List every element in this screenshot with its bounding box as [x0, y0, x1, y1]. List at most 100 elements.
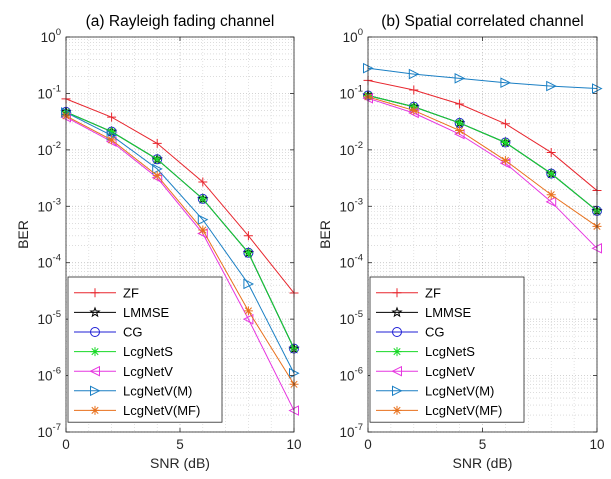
- legend: ZF LMMSE CG LcgNetS LcgNetV LcgNetV(M) LcgNetV…: [369, 276, 525, 423]
- marker-asterisk: [409, 105, 419, 115]
- marker-asterisk: [392, 347, 402, 357]
- marker-asterisk: [198, 194, 208, 204]
- y-tick-label: 10-3: [340, 196, 363, 214]
- marker-plus: [500, 119, 510, 129]
- series-line: [65, 116, 295, 411]
- legend-label: LcgNetV(MF): [425, 403, 502, 418]
- y-axis-label: BER: [15, 220, 31, 249]
- marker-asterisk: [500, 138, 510, 148]
- x-axis-label: SNR (dB): [453, 455, 513, 471]
- series-line: [367, 94, 598, 212]
- series-line: [367, 79, 598, 191]
- legend: ZF LMMSE CG LcgNetS LcgNetV LcgNetV(M) LcgNetV…: [67, 276, 223, 423]
- series-line: [65, 98, 295, 294]
- legend-label: LcgNetV: [425, 364, 475, 379]
- marker-asterisk: [455, 118, 465, 128]
- y-tick-label: 10-7: [38, 422, 61, 440]
- marker-triangle-right: [197, 214, 209, 225]
- marker-triangle-right: [392, 385, 403, 397]
- marker-triangle-left: [391, 365, 402, 377]
- marker-asterisk: [152, 171, 162, 181]
- marker-plus: [546, 147, 556, 157]
- panel-spatial-correlated: 0 5 10 100 10-1 10-2 10-3 10-4 10-5 10-6 10-7 (b) S…: [317, 13, 605, 471]
- legend-label: CG: [425, 325, 445, 340]
- x-tick-label: 10: [589, 437, 604, 452]
- chart-title: (b) Spatial correlated channel: [381, 13, 583, 30]
- marker-asterisk: [500, 155, 510, 165]
- y-tick-label: 100: [343, 27, 363, 45]
- y-axis-label: BER: [317, 220, 333, 249]
- y-tick-label: 10-5: [340, 309, 363, 327]
- marker-asterisk: [152, 154, 162, 164]
- y-tick-label: 10-6: [38, 366, 61, 384]
- x-axis-label: SNR (dB): [150, 455, 210, 471]
- legend-label: LcgNetS: [425, 344, 475, 359]
- ticks: 0 5 10 100 10-1 10-2 10-3 10-4 10-5 10-6 10-7: [38, 27, 302, 452]
- marker-triangle-left: [89, 365, 100, 377]
- legend-label: ZF: [123, 285, 139, 300]
- marker-asterisk: [455, 126, 465, 136]
- legend-label: LMMSE: [123, 305, 170, 320]
- marker-asterisk: [90, 405, 100, 415]
- marker-triangle-right: [90, 385, 101, 397]
- marker-star: [89, 306, 101, 318]
- marker-asterisk: [198, 225, 208, 235]
- panel-rayleigh: 0 5 10 100 10-1 10-2 10-3 10-4 10-5 10-6 10-7 (a) R…: [15, 13, 302, 471]
- y-tick-label: 10-2: [38, 140, 61, 158]
- marker-asterisk: [546, 169, 556, 179]
- legend-label: CG: [123, 325, 143, 340]
- series-line: [367, 67, 598, 90]
- marker-plus: [198, 177, 208, 187]
- series-line: [65, 111, 295, 349]
- legend-label: LcgNetV(M): [425, 383, 494, 398]
- x-tick-label: 10: [286, 437, 301, 452]
- ticks: 0 5 10 100 10-1 10-2 10-3 10-4 10-5 10-6 10-7: [340, 27, 605, 452]
- series-zf: [61, 94, 299, 298]
- marker-plus: [90, 288, 100, 298]
- x-tick-label: 0: [62, 437, 70, 452]
- y-tick-label: 10-4: [38, 253, 61, 271]
- marker-asterisk: [392, 405, 402, 415]
- y-tick-label: 10-1: [38, 83, 61, 101]
- marker-triangle-right: [243, 278, 255, 290]
- series-line: [367, 97, 598, 249]
- marker-asterisk: [107, 135, 117, 145]
- marker-plus: [409, 85, 419, 95]
- marker-asterisk: [90, 347, 100, 357]
- series-line: [65, 112, 295, 374]
- y-tick-label: 10-5: [38, 309, 61, 327]
- marker-plus: [152, 138, 162, 148]
- y-tick-label: 10-3: [38, 196, 61, 214]
- x-tick-label: 0: [364, 437, 372, 452]
- marker-asterisk: [546, 190, 556, 200]
- marker-asterisk: [107, 127, 117, 137]
- marker-triangle-left: [545, 196, 557, 208]
- y-tick-label: 10-7: [340, 422, 363, 440]
- y-tick-label: 100: [41, 27, 61, 45]
- marker-plus: [107, 112, 117, 122]
- x-tick-label: 5: [479, 437, 487, 452]
- marker-star: [391, 306, 403, 318]
- marker-circle: [392, 327, 402, 337]
- chart-title: (a) Rayleigh fading channel: [86, 13, 275, 30]
- marker-triangle-right: [546, 80, 557, 92]
- marker-triangle-right: [454, 73, 466, 84]
- marker-plus: [243, 231, 253, 241]
- legend-label: LcgNetV(M): [123, 383, 192, 398]
- marker-asterisk: [243, 248, 253, 258]
- legend-label: LcgNetV(MF): [123, 403, 200, 418]
- legend-label: LMMSE: [425, 305, 472, 320]
- marker-asterisk: [243, 306, 253, 316]
- marker-triangle-right: [500, 77, 512, 88]
- y-tick-label: 10-2: [340, 140, 363, 158]
- legend-label: LcgNetV: [123, 364, 173, 379]
- marker-plus: [392, 288, 402, 298]
- marker-plus: [455, 99, 465, 109]
- y-tick-label: 10-6: [340, 366, 363, 384]
- series-line: [367, 96, 598, 227]
- marker-circle: [90, 327, 100, 337]
- marker-triangle-left: [242, 313, 254, 325]
- x-tick-label: 5: [176, 437, 184, 452]
- legend-label: ZF: [425, 285, 441, 300]
